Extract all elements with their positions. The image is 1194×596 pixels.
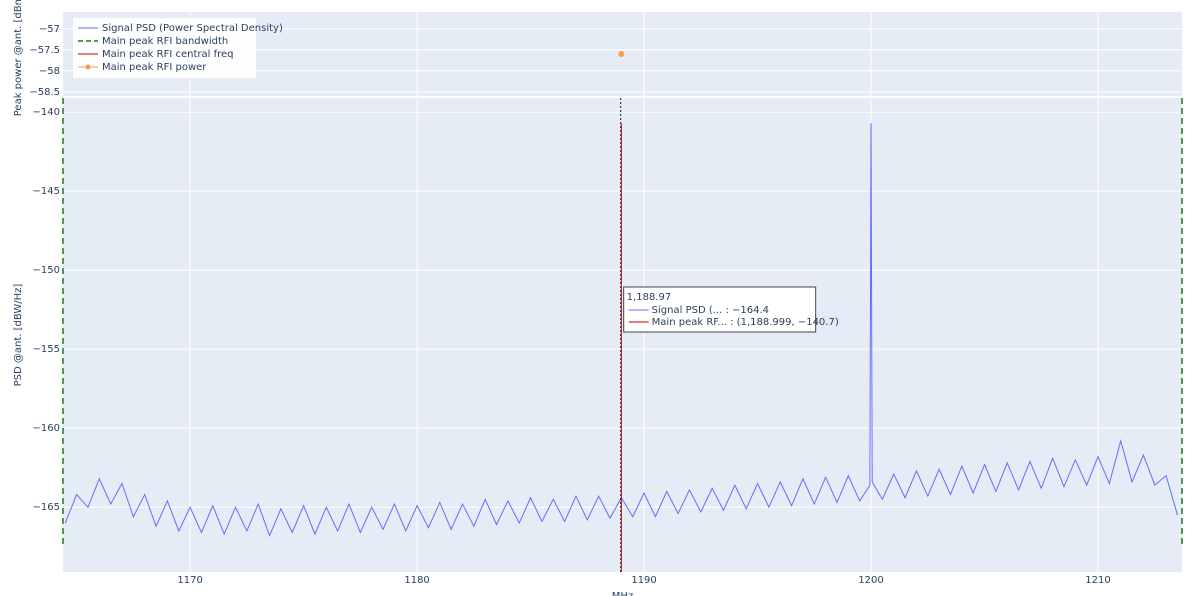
y-tick-label: −57 bbox=[39, 24, 60, 35]
y-tick-label: −57.5 bbox=[29, 45, 60, 56]
hover-item: Main peak RF... : (1,188.999, −140.7) bbox=[652, 317, 839, 328]
y-axis-title: Peak power @ant. [dBm] bbox=[13, 0, 24, 116]
x-tick-label: 1180 bbox=[404, 575, 429, 586]
data-point bbox=[618, 51, 625, 57]
x-axis-title: MHz bbox=[612, 591, 633, 596]
legend-label: Main peak RFI central freq bbox=[102, 49, 234, 60]
legend-marker bbox=[85, 64, 91, 70]
legend-box bbox=[73, 18, 256, 78]
y-tick-label: −58 bbox=[39, 66, 60, 77]
y-tick-label: −165 bbox=[33, 502, 60, 513]
legend-label: Signal PSD (Power Spectral Density) bbox=[102, 23, 283, 34]
hover-title: 1,188.97 bbox=[627, 292, 672, 303]
legend-label: Main peak RFI power bbox=[102, 62, 207, 73]
y-axis-title: PSD @ant. [dBW/Hz] bbox=[13, 284, 24, 387]
x-tick-label: 1170 bbox=[177, 575, 202, 586]
y-tick-label: −58.5 bbox=[29, 87, 60, 98]
bottom-plot-area bbox=[63, 98, 1182, 572]
hover-item: Signal PSD (... : −164.4 bbox=[652, 305, 769, 316]
x-tick-label: 1210 bbox=[1085, 575, 1110, 586]
hover-box bbox=[623, 286, 817, 333]
x-tick-label: 1200 bbox=[858, 575, 883, 586]
y-tick-label: −160 bbox=[33, 423, 60, 434]
y-tick-label: −140 bbox=[33, 107, 60, 118]
y-tick-label: −155 bbox=[33, 344, 60, 355]
x-tick-label: 1190 bbox=[631, 575, 656, 586]
y-tick-label: −145 bbox=[33, 186, 60, 197]
y-tick-label: −150 bbox=[33, 265, 60, 276]
legend-label: Main peak RFI bandwidth bbox=[102, 36, 228, 47]
psd-line bbox=[64, 123, 1178, 538]
